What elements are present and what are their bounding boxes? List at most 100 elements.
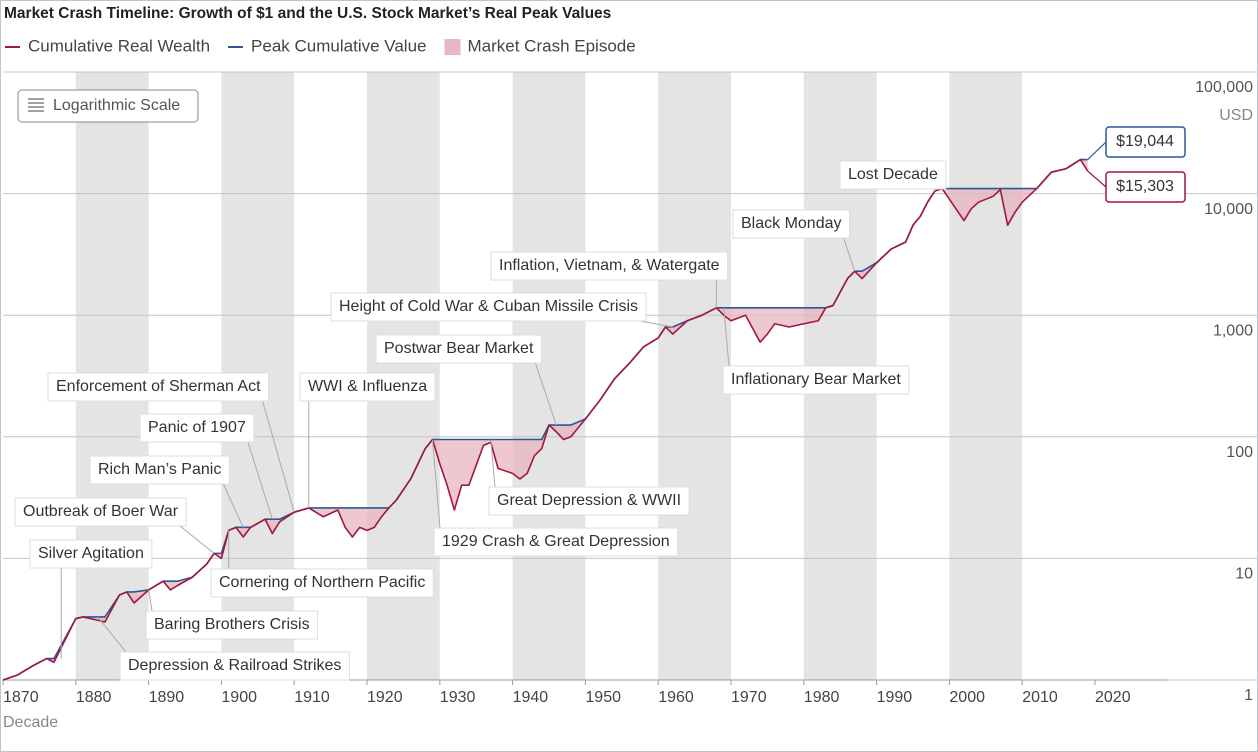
annotation-box <box>488 486 690 516</box>
annotation-box <box>145 610 319 640</box>
callout-box <box>1105 171 1186 203</box>
annotation: Postwar Bear Market <box>375 334 542 364</box>
button-label[interactable]: Logarithmic Scale <box>53 97 180 114</box>
annotation-box <box>722 365 910 395</box>
annotation-label: Rich Man’s Panic <box>98 461 221 478</box>
x-tick-label: 1950 <box>585 689 621 706</box>
annotation: Depression & Railroad Strikes <box>119 651 350 681</box>
annotation-label: Baring Brothers Crisis <box>154 616 310 633</box>
annotation-label: Depression & Railroad Strikes <box>128 657 341 674</box>
annotation: Rich Man’s Panic <box>89 455 230 485</box>
annotation: Panic of 1907 <box>139 413 255 443</box>
annotation-label: Inflation, Vietnam, & Watergate <box>499 257 720 274</box>
callout-label: $15,303 <box>1116 178 1174 195</box>
log-scale-button[interactable]: Logarithmic Scale <box>17 89 199 123</box>
annotation: Great Depression & WWII <box>488 486 690 516</box>
annotation-label: Silver Agitation <box>38 545 144 562</box>
annotation-label: Enforcement of Sherman Act <box>56 378 261 395</box>
annotation-box <box>14 497 187 527</box>
annotation-box <box>299 372 436 402</box>
annotation-box <box>29 539 153 569</box>
annotation-leader <box>262 400 295 513</box>
button-icon <box>28 98 44 112</box>
annotation: Outbreak of Boer War <box>14 497 187 527</box>
legend-label: Peak Cumulative Value <box>251 36 426 55</box>
x-tick-label: 1890 <box>149 689 185 706</box>
annotation-label: 1929 Crash & Great Depression <box>442 533 670 550</box>
annotation-box <box>89 455 230 485</box>
annotation-leader <box>148 589 153 612</box>
x-tick-label: 1970 <box>731 689 767 706</box>
x-tick-label: 1900 <box>221 689 257 706</box>
annotation: WWI & Influenza <box>299 372 436 402</box>
annotation: Inflationary Bear Market <box>722 365 910 395</box>
annotation: 1929 Crash & Great Depression <box>433 527 679 557</box>
annotation-label: Panic of 1907 <box>148 419 246 436</box>
annotation-leader <box>247 441 273 520</box>
legend-marker <box>444 39 461 55</box>
annotation-leader <box>432 439 441 529</box>
annotation-label: Lost Decade <box>848 166 938 183</box>
legend-label: Market Crash Episode <box>468 36 636 55</box>
annotation-leader <box>639 320 673 328</box>
x-tick-label: 1940 <box>513 689 549 706</box>
annotation-label: Cornering of Northern Pacific <box>219 574 425 591</box>
annotation-box <box>375 334 542 364</box>
annotation-layer: $19,044 $15,303 Silver Agitation Outbreak o… <box>14 126 1186 681</box>
annotation: Silver Agitation <box>29 539 153 569</box>
y-tick-label: 1 <box>1244 687 1253 704</box>
annotation-leader <box>97 616 127 653</box>
annotation-box <box>433 527 679 557</box>
decade-band <box>658 72 731 680</box>
y-tick-label: 10 <box>1235 566 1253 583</box>
annotation-leader <box>490 439 496 488</box>
annotation-label: Outbreak of Boer War <box>23 503 179 520</box>
x-tick-label: 1960 <box>658 689 694 706</box>
annotation-box <box>490 251 729 281</box>
annotation-label: Black Monday <box>741 215 842 232</box>
decade-band <box>949 72 1023 680</box>
annotation: Baring Brothers Crisis <box>145 610 319 640</box>
x-tick-label: 1920 <box>367 689 403 706</box>
button-box[interactable] <box>17 89 199 123</box>
y-tick-label: 10,000 <box>1204 201 1253 218</box>
annotation-label: Postwar Bear Market <box>384 340 534 357</box>
y-tick-label: 100,000 <box>1195 79 1253 96</box>
annotation-box <box>839 160 947 190</box>
annotation-label: Great Depression & WWII <box>497 492 681 509</box>
x-axis-label: Decade <box>3 714 58 731</box>
x-tick-label: 1910 <box>294 689 330 706</box>
annotation: Black Monday <box>732 209 850 239</box>
annotation-leader <box>179 525 215 554</box>
data-layer <box>2 158 1089 681</box>
y-unit: USD <box>1219 107 1253 124</box>
y-tick-label: 1,000 <box>1213 322 1253 339</box>
callout-leader <box>1087 141 1107 161</box>
x-tick-label: 1880 <box>76 689 112 706</box>
annotation-leader <box>534 362 557 426</box>
callout-box <box>1105 126 1186 158</box>
x-tick-label: 1930 <box>440 689 476 706</box>
annotation-box <box>732 209 850 239</box>
annotation: Height of Cold War & Cuban Missile Crisi… <box>330 292 647 322</box>
x-tick-label: 1980 <box>804 689 840 706</box>
x-tick-label: 1870 <box>3 689 39 706</box>
callout-leader <box>1087 170 1107 188</box>
annotation-box <box>330 292 647 322</box>
series-line <box>2 158 1089 681</box>
annotation-leader <box>222 483 244 528</box>
annotation: Enforcement of Sherman Act <box>47 372 270 402</box>
annotation-label: Height of Cold War & Cuban Missile Crisi… <box>339 298 638 315</box>
annotation-box <box>210 568 434 598</box>
annotation-leader <box>843 237 856 272</box>
legend-label: Cumulative Real Wealth <box>28 36 210 55</box>
annotation-label: Inflationary Bear Market <box>731 371 901 388</box>
annotation-box <box>119 651 350 681</box>
annotation-label: WWI & Influenza <box>308 378 427 395</box>
annotation-box <box>139 413 255 443</box>
annotation-leader <box>723 307 730 367</box>
annotation: Lost Decade <box>839 160 947 190</box>
chart-title: Market Crash Timeline: Growth of $1 and … <box>4 5 611 22</box>
annotation: Inflation, Vietnam, & Watergate <box>490 251 729 281</box>
